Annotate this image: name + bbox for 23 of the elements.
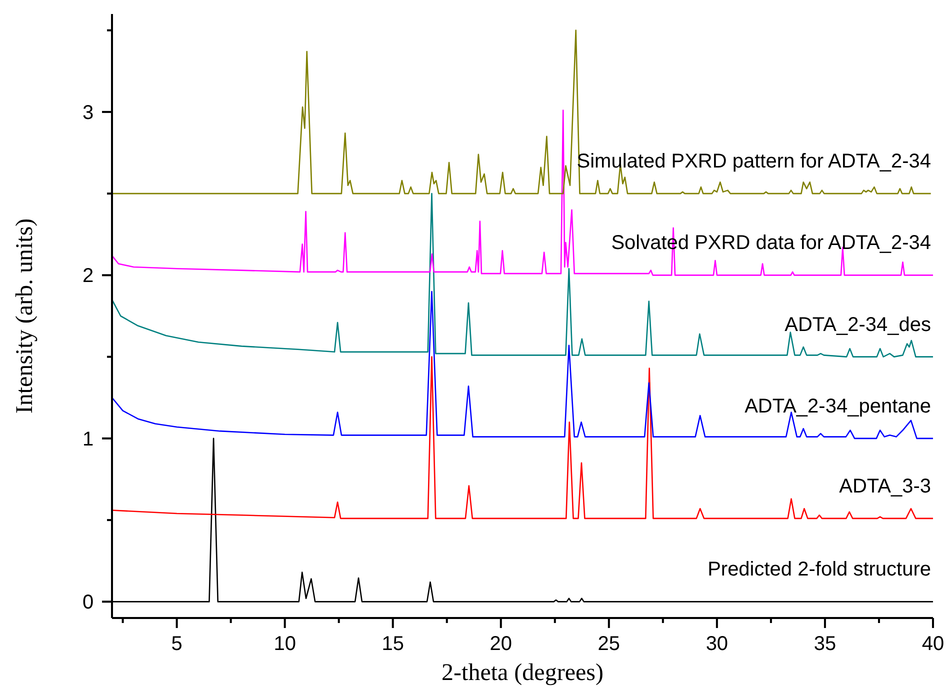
line-series — [111, 290, 934, 440]
series-label: ADTA_2-34_pentane — [744, 395, 931, 418]
x-tick-label: 40 — [922, 633, 944, 655]
y-tick-label: 0 — [82, 592, 94, 614]
y-tick-label: 3 — [82, 102, 94, 124]
series-label: Predicted 2-fold structure — [708, 558, 931, 581]
y-axis-title: Intensity (arb. units) — [12, 218, 38, 414]
line-series — [111, 30, 932, 194]
x-axis-title: 2-theta (degrees) — [442, 660, 604, 686]
x-tick-label: 35 — [814, 633, 836, 655]
x-tick-label: 5 — [171, 633, 182, 655]
x-tick-label: 20 — [490, 633, 512, 655]
series-label: ADTA_2-34_des — [784, 314, 931, 336]
x-tick-label: 25 — [598, 633, 620, 655]
x-tick-label: 15 — [382, 633, 404, 655]
x-tick-label: 10 — [274, 633, 296, 655]
line-series — [111, 110, 934, 276]
y-tick-label: 2 — [82, 265, 94, 288]
line-series — [111, 356, 934, 520]
x-tick-label: 30 — [706, 633, 728, 655]
line-series — [111, 192, 934, 358]
y-tick-label: 1 — [82, 428, 94, 450]
series-label: ADTA_3-3 — [839, 475, 931, 498]
